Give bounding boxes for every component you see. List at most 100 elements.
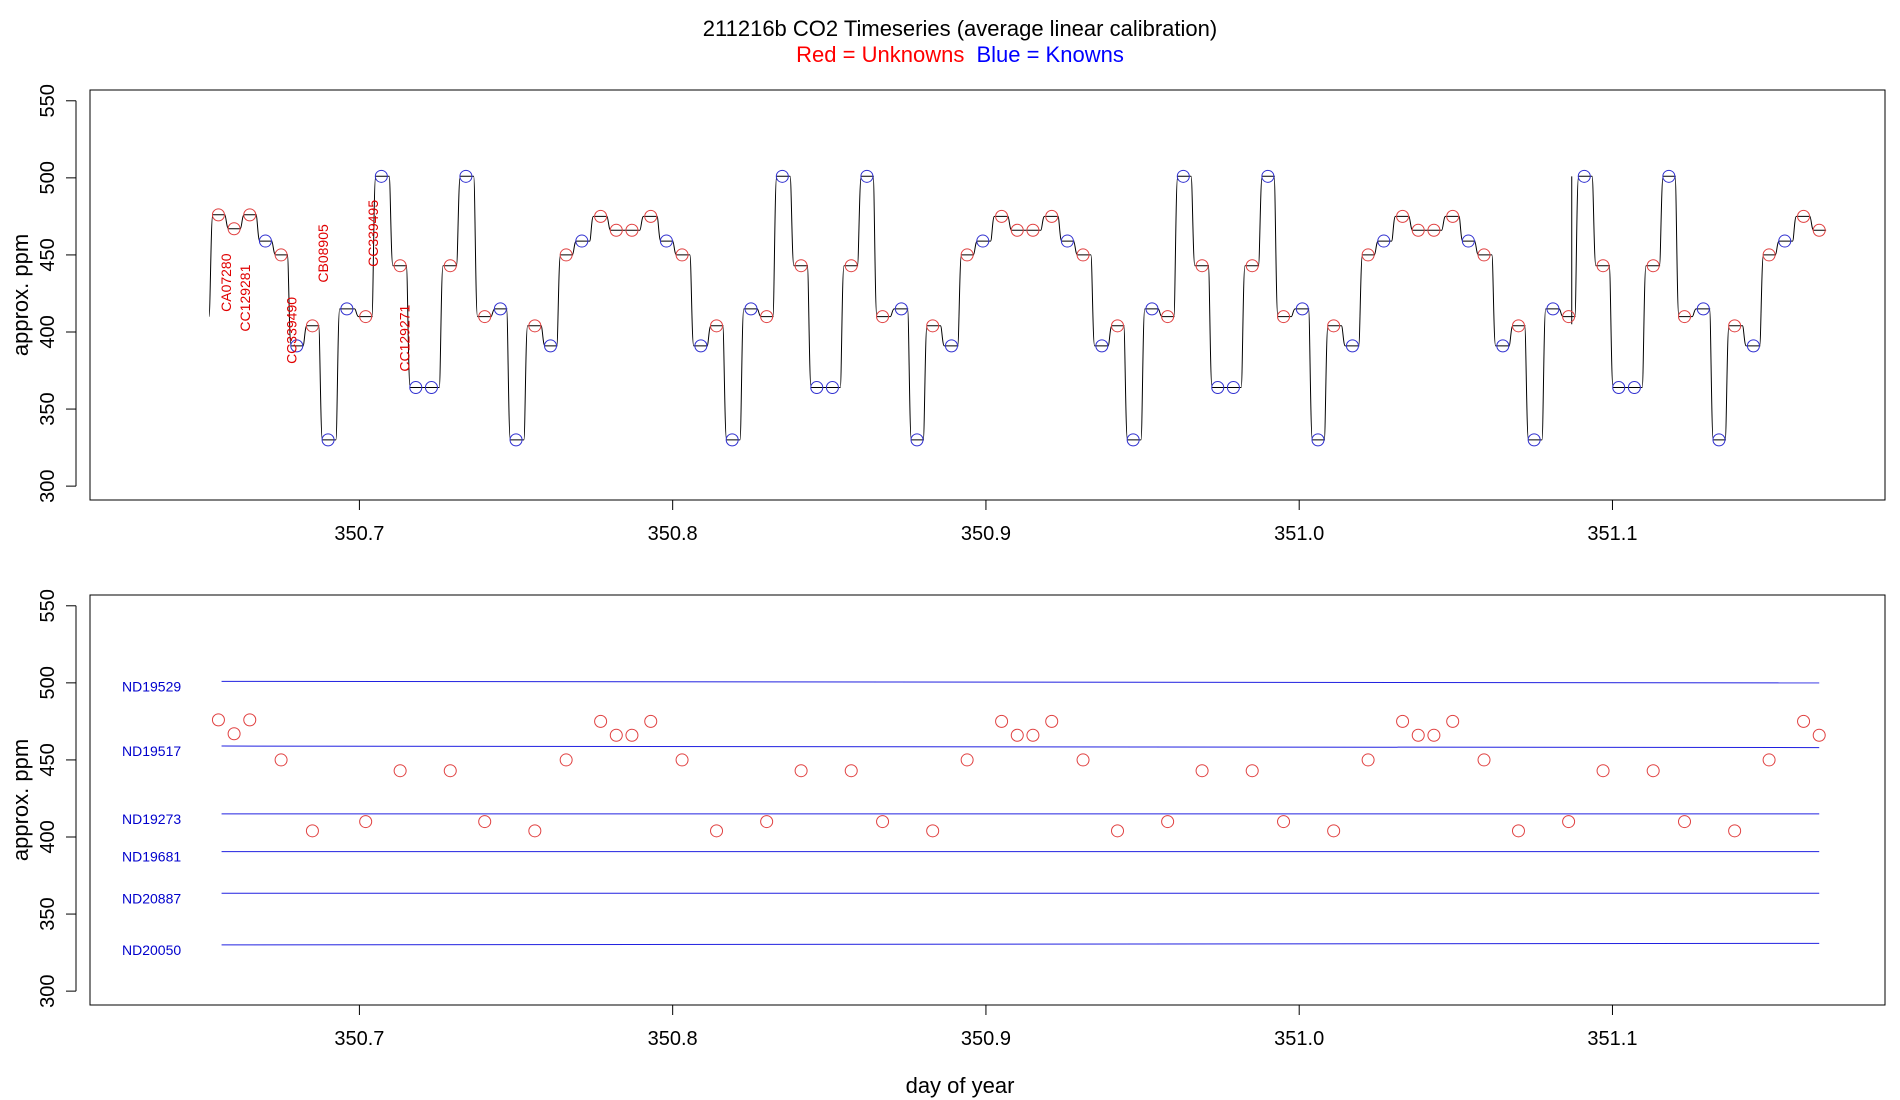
unknown-point (1646, 259, 1660, 273)
unknown-point (359, 310, 373, 324)
unknown-point (1562, 815, 1576, 829)
unknown-point (1010, 728, 1024, 742)
unknown-point (1010, 223, 1024, 237)
sample-label: CB08905 (315, 224, 331, 283)
unknown-point (844, 259, 858, 273)
unknown-point (1812, 728, 1826, 742)
known-point (825, 380, 839, 394)
unknown-point (1045, 714, 1059, 728)
known-point (258, 234, 272, 248)
y-tick-label: 300 (37, 469, 59, 502)
x-tick-label: 350.9 (961, 1028, 1011, 1050)
unknown-point (1327, 824, 1341, 838)
reference-label: ND19273 (122, 811, 181, 827)
known-point (894, 302, 908, 316)
unknown-point (305, 824, 319, 838)
sample-label: CA07280 (218, 253, 234, 312)
x-tick-label: 350.8 (648, 1028, 698, 1050)
unknown-point (1596, 764, 1610, 778)
reference-lines: ND19529 ND19517 ND19273 ND19681 ND20887 ND200… (122, 678, 1820, 958)
known-point (1226, 380, 1240, 394)
known-point (744, 302, 758, 316)
reference-line (221, 745, 1820, 749)
unknown-point (794, 764, 808, 778)
y-tick-label: 450 (37, 743, 59, 776)
unknown-point (675, 753, 689, 767)
unknown-point (274, 753, 288, 767)
unknown-point (1511, 319, 1525, 333)
unknown-point (995, 714, 1009, 728)
reference-line (221, 680, 1820, 684)
y-tick-label: 300 (37, 974, 59, 1007)
known-point (1176, 169, 1190, 183)
known-point (976, 234, 990, 248)
known-point (575, 234, 589, 248)
unknown-point (1678, 815, 1692, 829)
unknown-point (1161, 310, 1175, 324)
unknown-point (594, 209, 608, 223)
known-point (860, 169, 874, 183)
unknown-point (710, 824, 724, 838)
unknown-point (227, 727, 241, 741)
unknown-point (1446, 714, 1460, 728)
sample-label: CC129281 (237, 264, 253, 331)
known-point (1377, 234, 1391, 248)
x-tick-label: 351.1 (1587, 1028, 1637, 1050)
known-point (694, 339, 708, 353)
unknown-point (995, 209, 1009, 223)
known-point (1627, 380, 1641, 394)
x-tick-label: 350.7 (334, 1028, 384, 1050)
unknown-point (926, 824, 940, 838)
known-point (493, 302, 507, 316)
unknown-point (876, 815, 890, 829)
unknown-point (1076, 248, 1090, 262)
reference-label: ND20887 (122, 890, 181, 906)
timeseries-points (211, 169, 1826, 447)
unknown-point (675, 248, 689, 262)
unknown-point (1277, 815, 1291, 829)
unknown-point (478, 815, 492, 829)
unknown-point (876, 310, 890, 324)
known-point (321, 433, 335, 447)
unknown-point (443, 259, 457, 273)
reference-label: ND19517 (122, 743, 181, 759)
unknown-point (1812, 223, 1826, 237)
known-point (1577, 169, 1591, 183)
y-tick-label: 350 (37, 392, 59, 425)
x-tick-label: 351.0 (1274, 523, 1324, 545)
chart-title: 211216b CO2 Timeseries (average linear c… (703, 16, 1217, 41)
unknown-point (594, 714, 608, 728)
unknown-point (1562, 310, 1576, 324)
x-tick-label: 351.1 (1587, 523, 1637, 545)
panel1-plot-area (89, 89, 1886, 501)
unknown-point (794, 259, 808, 273)
unknown-point (1596, 259, 1610, 273)
known-point (459, 169, 473, 183)
unknown-point (243, 208, 257, 222)
unknown-point (625, 728, 639, 742)
unknown-point (644, 714, 658, 728)
unknown-point (960, 248, 974, 262)
unknown-point (359, 815, 373, 829)
unknown-point (1678, 310, 1692, 324)
unknown-point (1646, 764, 1660, 778)
panel2-plot-area (89, 594, 1886, 1006)
unknown-point (528, 824, 542, 838)
reference-label: ND19529 (122, 678, 181, 694)
unknown-point (1396, 714, 1410, 728)
known-point (1778, 234, 1792, 248)
known-point (659, 234, 673, 248)
unknown-point (1195, 764, 1209, 778)
known-point (810, 380, 824, 394)
known-point (775, 169, 789, 183)
known-point (290, 339, 304, 353)
sample-label: CC339495 (365, 200, 381, 267)
known-point (1496, 339, 1510, 353)
known-point (1095, 339, 1109, 353)
known-point (409, 380, 423, 394)
chart-subtitle: Red = Unknowns Blue = Knowns (796, 42, 1124, 67)
unknown-point (844, 764, 858, 778)
